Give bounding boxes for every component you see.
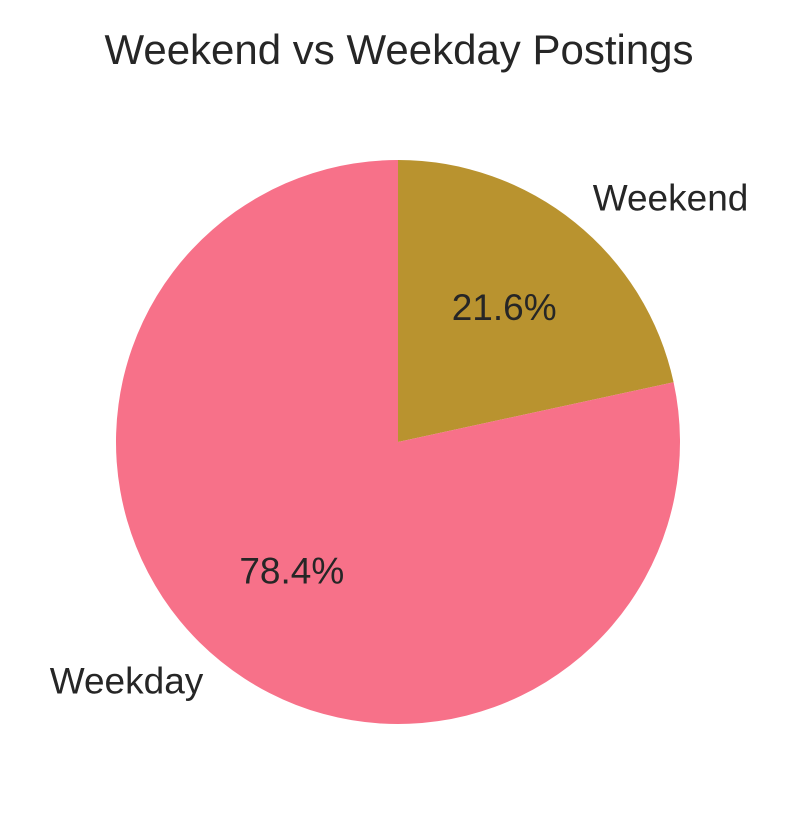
- slice-pct-label-weekend: 21.6%: [452, 287, 557, 328]
- slice-label-weekday: Weekday: [50, 660, 204, 701]
- pie-slice-weekday: [115, 160, 681, 724]
- pie-slice-weekend: [398, 160, 674, 442]
- slice-label-weekend: Weekend: [593, 177, 749, 218]
- pie-slices: [115, 160, 681, 724]
- pie-labels: Weekend 21.6% Weekday 78.4%: [50, 177, 749, 701]
- slice-pct-label-weekday: 78.4%: [239, 550, 344, 591]
- chart-title: Weekend vs Weekday Postings: [104, 26, 693, 73]
